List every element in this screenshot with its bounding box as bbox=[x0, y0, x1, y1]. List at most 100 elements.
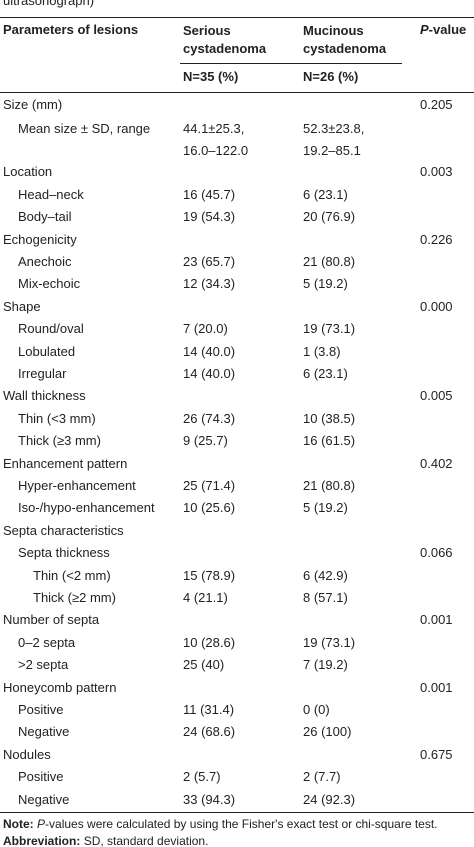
cell: 2 (7.7) bbox=[303, 769, 341, 785]
cell: 26 (74.3) bbox=[183, 410, 236, 426]
cell: 20 (76.9) bbox=[303, 209, 356, 225]
cell: 6 (42.9) bbox=[303, 567, 348, 583]
cell: 52.3±23.8, 19.2–85.1 bbox=[303, 121, 365, 159]
cell: 44.1±25.3, 16.0–122.0 bbox=[183, 121, 249, 159]
row-label: Nodules bbox=[3, 746, 51, 762]
row-label: Echogenicity bbox=[3, 231, 77, 247]
cell: 11 (31.4) bbox=[183, 702, 235, 717]
cell: 0.205 bbox=[420, 97, 453, 112]
note: -values were calculated by using the Fis… bbox=[45, 817, 438, 831]
note: P bbox=[37, 817, 46, 831]
cell: 25 (40) bbox=[183, 657, 225, 673]
cell: 1 (3.8) bbox=[303, 343, 341, 359]
header: cystadenoma bbox=[183, 41, 267, 56]
header: Parameters of lesions bbox=[3, 22, 139, 37]
header: P bbox=[420, 22, 429, 37]
cell: 16 (45.7) bbox=[183, 186, 236, 202]
row-label: Mean size ± SD, range bbox=[18, 121, 151, 137]
cell: 6 (23.1) bbox=[303, 186, 348, 202]
cell: 19 (73.1) bbox=[303, 321, 356, 337]
cell: 14 (40.0) bbox=[183, 366, 236, 381]
row-label: Thick (≥3 mm) bbox=[18, 433, 101, 449]
abbreviation: SD, standard deviation. bbox=[83, 834, 209, 847]
cell: 19 (54.3) bbox=[183, 209, 236, 225]
cell: 10 (25.6) bbox=[183, 500, 236, 516]
cell: 26 (100) bbox=[303, 724, 352, 740]
cell: 0.066 bbox=[420, 545, 453, 561]
cell: 10 (28.6) bbox=[183, 634, 236, 650]
note-label: Note: bbox=[3, 817, 34, 831]
row-label: Irregular bbox=[18, 366, 67, 381]
rule bbox=[0, 812, 474, 813]
row-label: >2 septa bbox=[18, 657, 69, 673]
abbr-label: Abbreviation: bbox=[3, 834, 81, 847]
note: Note: P-values were calculated by using … bbox=[3, 815, 438, 833]
row-label: 0–2 septa bbox=[18, 634, 76, 650]
cell: 16 (61.5) bbox=[303, 433, 356, 449]
cell: 0.003 bbox=[420, 164, 453, 180]
row-label: Location bbox=[3, 164, 53, 180]
row-label: Positive bbox=[18, 702, 64, 717]
header: P-value bbox=[420, 21, 466, 39]
cell: 2 (5.7) bbox=[183, 769, 221, 785]
cell: 0.001 bbox=[420, 612, 453, 628]
row-label: Number of septa bbox=[3, 612, 100, 628]
cell: 33 (94.3) bbox=[183, 791, 236, 807]
cell: 0.402 bbox=[420, 455, 453, 471]
cell: 23 (65.7) bbox=[183, 254, 236, 269]
rule bbox=[0, 92, 474, 93]
row-label: Head–neck bbox=[18, 186, 84, 202]
cell: 12 (34.3) bbox=[183, 276, 236, 292]
row-label: Honeycomb pattern bbox=[3, 679, 117, 695]
row-label: Septa thickness bbox=[18, 545, 110, 561]
cell: 9 (25.7) bbox=[183, 433, 228, 449]
row-label: Positive bbox=[18, 769, 64, 785]
row-label: Wall thickness bbox=[3, 388, 86, 404]
header: N=35 (%) bbox=[183, 69, 239, 84]
cell: 21 (80.8) bbox=[303, 478, 356, 493]
cell: 14 (40.0) bbox=[183, 343, 236, 359]
cell: 0.675 bbox=[420, 746, 453, 762]
row-label: Negative bbox=[18, 791, 70, 807]
row-label: Iso-/hypo-enhancement bbox=[18, 500, 155, 516]
header: cystadenoma bbox=[303, 41, 387, 56]
row-label: Round/oval bbox=[18, 321, 84, 337]
cell: 0.001 bbox=[420, 679, 453, 695]
row-label: Septa characteristics bbox=[3, 522, 124, 538]
row-label: Lobulated bbox=[18, 343, 76, 359]
row-label: Size (mm) bbox=[3, 97, 63, 112]
header: Mucinous bbox=[303, 23, 364, 38]
abbreviation: Abbreviation: SD, standard deviation. bbox=[3, 832, 208, 847]
cell: 24 (92.3) bbox=[303, 791, 356, 807]
rule bbox=[180, 63, 402, 64]
row-label: Thin (<3 mm) bbox=[18, 410, 96, 426]
cell: 7 (20.0) bbox=[183, 321, 228, 337]
row-label: Shape bbox=[3, 298, 41, 314]
row-label: Body–tail bbox=[18, 209, 72, 225]
cell: 7 (19.2) bbox=[303, 657, 348, 673]
cell: 5 (19.2) bbox=[303, 276, 348, 292]
cell: 15 (78.9) bbox=[183, 567, 236, 583]
cell: 0.005 bbox=[420, 388, 453, 404]
row-label: Anechoic bbox=[18, 254, 72, 269]
row-label: Enhancement pattern bbox=[3, 455, 128, 471]
cell: 6 (23.1) bbox=[303, 366, 348, 381]
cell: 0.000 bbox=[420, 298, 453, 314]
cell: 4 (21.1) bbox=[183, 590, 228, 605]
cell: 10 (38.5) bbox=[303, 410, 356, 426]
header: Serious bbox=[183, 23, 231, 38]
cell: 21 (80.8) bbox=[303, 254, 356, 269]
cell: 19 (73.1) bbox=[303, 634, 356, 650]
rule bbox=[0, 17, 474, 18]
cell: 5 (19.2) bbox=[303, 500, 348, 516]
cell: 0.226 bbox=[420, 231, 453, 247]
caption: ultrasonograph) bbox=[3, 0, 95, 8]
row-label: Mix-echoic bbox=[18, 276, 81, 292]
row-label: Hyper-enhancement bbox=[18, 478, 136, 493]
cell: 8 (57.1) bbox=[303, 590, 348, 605]
row-label: Thick (≥2 mm) bbox=[33, 590, 116, 605]
row-label: Thin (<2 mm) bbox=[33, 567, 111, 583]
cell: 0 (0) bbox=[303, 702, 330, 717]
cell: 25 (71.4) bbox=[183, 478, 236, 493]
